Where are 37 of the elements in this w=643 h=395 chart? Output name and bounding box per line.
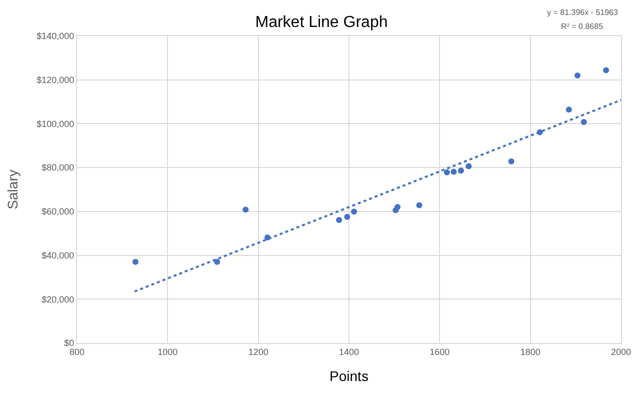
point xyxy=(132,258,138,265)
point xyxy=(458,168,464,174)
point xyxy=(566,106,572,113)
text: y = 81.396x - 51963 xyxy=(547,8,618,17)
point xyxy=(242,206,249,213)
y-tick-label: $140,000 xyxy=(36,31,74,42)
x-tick-label: 1200 xyxy=(248,346,268,357)
y-tick-label: $60,000 xyxy=(42,206,74,217)
point xyxy=(416,202,422,208)
y-tick-label: $20,000 xyxy=(42,294,74,304)
point xyxy=(444,169,450,176)
text: R² = 0.8685 xyxy=(561,22,604,31)
point xyxy=(450,168,457,175)
point xyxy=(336,216,342,223)
x-tick-label: 1000 xyxy=(158,346,178,357)
x-tick-label: 800 xyxy=(69,346,85,357)
x-tick-label: 1600 xyxy=(430,346,450,357)
point xyxy=(344,214,350,220)
point xyxy=(508,158,514,164)
point xyxy=(580,118,587,125)
chart-title: Market Line Graph xyxy=(255,14,388,31)
point xyxy=(466,163,472,170)
y-tick-label: $80,000 xyxy=(42,162,74,173)
point xyxy=(214,258,220,265)
y-tick-label: $100,000 xyxy=(36,118,74,129)
y-axis-title: Salary xyxy=(4,170,20,210)
x-tick-label: 1800 xyxy=(520,346,540,357)
x-tick-label: 1400 xyxy=(338,346,360,357)
point xyxy=(394,204,401,210)
point xyxy=(603,67,610,74)
point xyxy=(574,72,580,78)
x-tick-label: 2000 xyxy=(610,346,632,357)
y-tick-label: $0 xyxy=(64,338,74,348)
x-axis-title: Points xyxy=(330,368,368,384)
y-tick-label: $40,000 xyxy=(42,250,74,260)
point xyxy=(350,208,357,215)
y-tick-label: $120,000 xyxy=(36,75,74,86)
